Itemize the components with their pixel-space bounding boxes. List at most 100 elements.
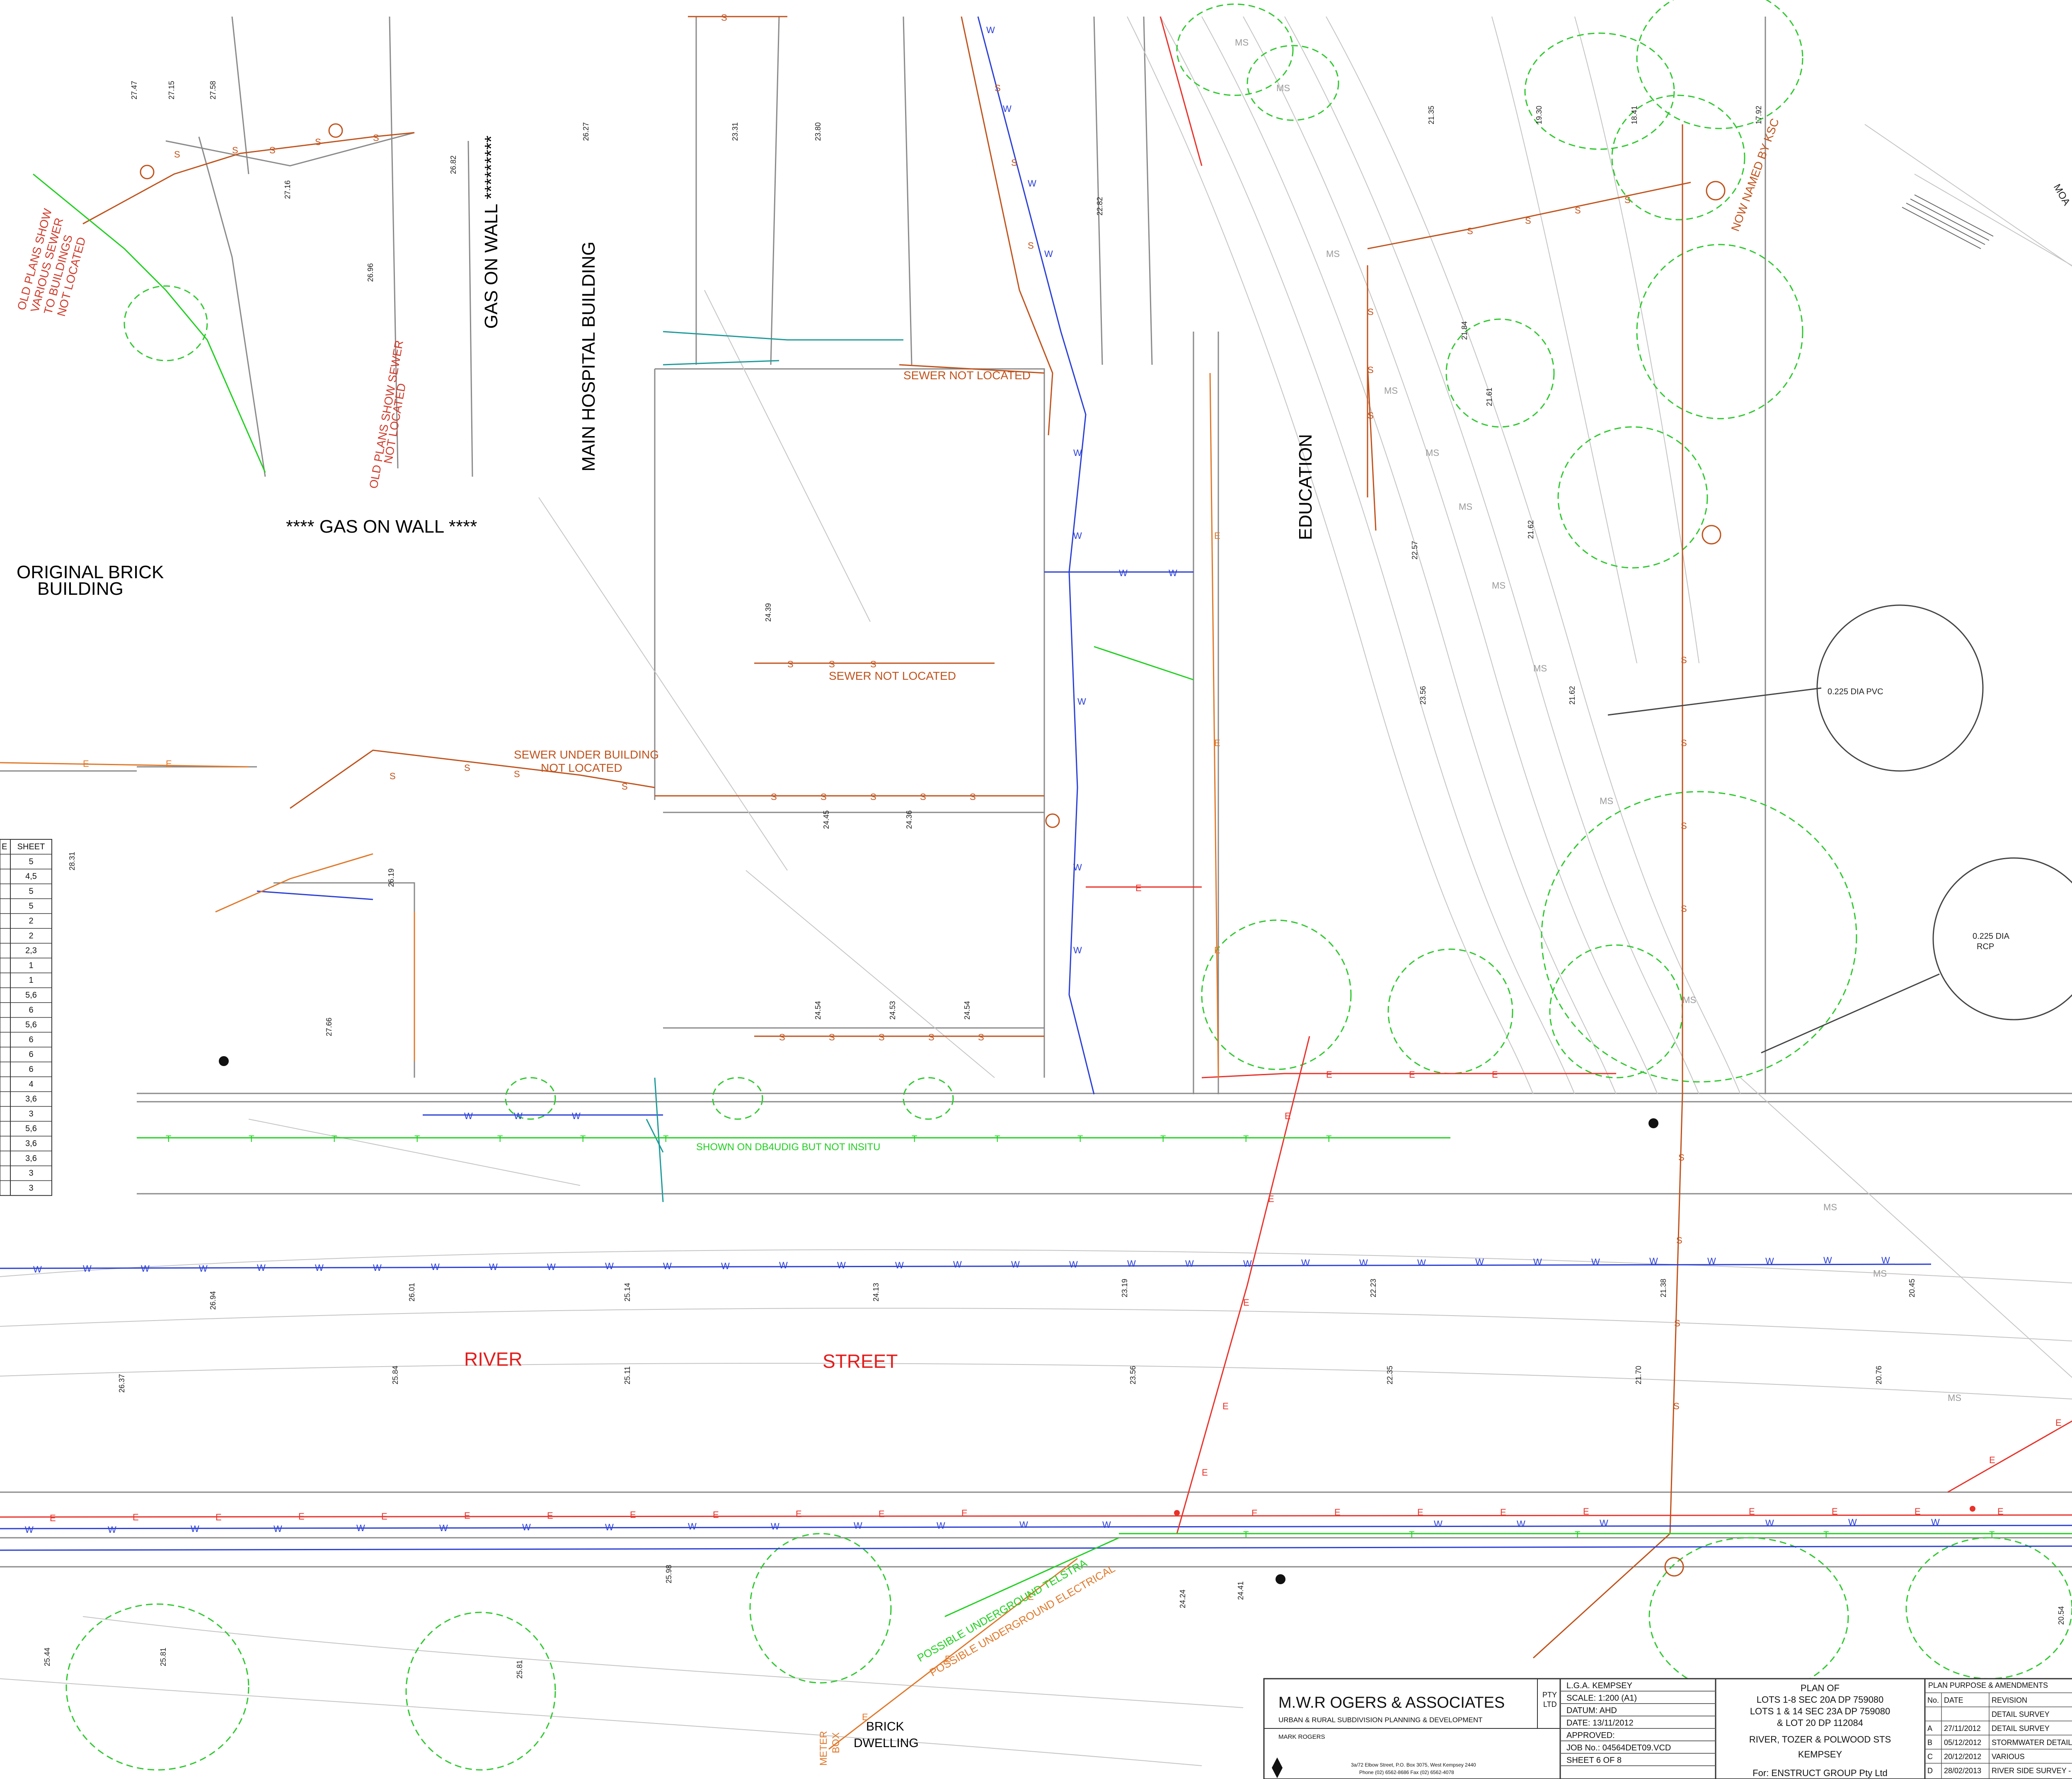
sheet-table-cell: 3,6 bbox=[25, 1095, 37, 1104]
svg-text:E: E bbox=[133, 1512, 139, 1522]
brick-dwelling-label-2: DWELLING bbox=[854, 1736, 919, 1750]
svg-text:T: T bbox=[1326, 1134, 1331, 1144]
svg-text:W: W bbox=[779, 1260, 788, 1270]
linework bbox=[0, 16, 2072, 1568]
svg-text:E: E bbox=[298, 1511, 305, 1522]
svg-text:S: S bbox=[920, 792, 926, 802]
svg-text:S: S bbox=[1681, 738, 1687, 748]
svg-text:T: T bbox=[995, 1134, 1000, 1144]
sheet-table-cell: 5,6 bbox=[25, 991, 37, 1000]
detail-circle-rcp: 0.225 DIA RCP bbox=[1761, 857, 2072, 1054]
svg-text:S: S bbox=[390, 771, 396, 781]
rcp-label-2: RCP bbox=[1977, 942, 1994, 951]
svg-text:23.80: 23.80 bbox=[814, 122, 822, 141]
svg-text:E: E bbox=[862, 1712, 868, 1722]
svg-text:S: S bbox=[928, 1032, 934, 1042]
svg-text:S: S bbox=[879, 1032, 885, 1042]
plan-description: PLAN OF LOTS 1-8 SEC 20A DP 759080 LOTS … bbox=[1749, 1683, 1891, 1778]
svg-text:W: W bbox=[1533, 1257, 1542, 1267]
svg-text:W: W bbox=[854, 1520, 862, 1531]
survey-level-text: 27.47 27.15 27.58 27.16 26.96 26.82 26.2… bbox=[43, 81, 2065, 1679]
svg-text:W: W bbox=[191, 1524, 199, 1534]
svg-text:MS: MS bbox=[1682, 995, 1696, 1005]
svg-text:24.53: 24.53 bbox=[888, 1001, 897, 1020]
svg-text:W: W bbox=[663, 1261, 672, 1271]
svg-text:E: E bbox=[1492, 1069, 1498, 1080]
svg-text:E: E bbox=[547, 1510, 553, 1521]
sheet-table-header-e: E bbox=[2, 842, 7, 851]
amendments-cell: 05/12/2012 bbox=[1944, 1738, 1981, 1747]
svg-text:S: S bbox=[269, 145, 276, 155]
svg-text:S: S bbox=[514, 769, 520, 779]
svg-text:E: E bbox=[961, 1508, 968, 1518]
amendments-cell: DETAIL SURVEY bbox=[1992, 1710, 2050, 1718]
svg-text:W: W bbox=[1044, 249, 1053, 259]
svg-text:W: W bbox=[1243, 1258, 1252, 1269]
sewer-under-building-line-1: SEWER UNDER BUILDING bbox=[514, 748, 659, 761]
tree-canopies bbox=[65, 0, 2072, 1771]
svg-text:26.27: 26.27 bbox=[582, 122, 590, 141]
svg-text:W: W bbox=[547, 1262, 556, 1272]
svg-text:W: W bbox=[1823, 1255, 1832, 1265]
svg-text:E: E bbox=[1214, 531, 1220, 541]
svg-text:W: W bbox=[83, 1263, 92, 1274]
svg-text:24.45: 24.45 bbox=[822, 810, 830, 829]
moa-hatch bbox=[1902, 194, 1994, 249]
brick-dwelling-label-1: BRICK bbox=[866, 1720, 904, 1733]
date-field: DATE: 13/11/2012 bbox=[1566, 1718, 1634, 1728]
svg-text:T: T bbox=[249, 1134, 254, 1144]
svg-text:S: S bbox=[970, 792, 976, 802]
north-arrow-icon bbox=[1272, 1757, 1283, 1778]
svg-text:W: W bbox=[1073, 448, 1082, 458]
svg-text:W: W bbox=[1301, 1258, 1310, 1268]
firm-ltd: LTD bbox=[1543, 1700, 1557, 1709]
underground-telstra-label: POSSIBLE UNDERGROUND TELSTRA bbox=[915, 1556, 1089, 1664]
svg-text:E: E bbox=[1500, 1507, 1506, 1517]
svg-text:W: W bbox=[1127, 1258, 1136, 1269]
svg-text:E: E bbox=[1285, 1111, 1291, 1121]
svg-text:S: S bbox=[464, 763, 470, 773]
svg-text:W: W bbox=[315, 1263, 324, 1273]
svg-text:20.54: 20.54 bbox=[2057, 1606, 2065, 1625]
svg-text:19.30: 19.30 bbox=[1535, 106, 1543, 124]
svg-text:W: W bbox=[1600, 1518, 1608, 1528]
pit-markers bbox=[140, 123, 1726, 1577]
pvc-label: 0.225 DIA PVC bbox=[1828, 687, 1883, 696]
svg-text:W: W bbox=[895, 1260, 904, 1270]
svg-text:21.61: 21.61 bbox=[1485, 388, 1493, 406]
svg-text:23.56: 23.56 bbox=[1419, 686, 1427, 705]
svg-text:W: W bbox=[464, 1111, 473, 1121]
svg-text:E: E bbox=[166, 759, 172, 769]
svg-text:W: W bbox=[837, 1260, 846, 1270]
firm-address: 3a/72 Elbow Street, P.O. Box 3075, West … bbox=[1351, 1762, 1476, 1768]
sewer-under-building-line-2: NOT LOCATED bbox=[541, 761, 622, 774]
sheet-table-cell: 6 bbox=[29, 1050, 33, 1059]
pipe-symbols: S S S S S S S S S S S S S S S S S S S S S S S S S S S S S S… bbox=[25, 12, 2062, 1722]
annotations: GAS ON WALL ********* **** GAS ON WALL *… bbox=[15, 116, 2072, 1766]
sheet-table-cell: 1 bbox=[29, 976, 33, 985]
svg-text:22.82: 22.82 bbox=[1096, 197, 1104, 216]
amendments-cell: RIVER SIDE SURVEY - FUEL STOR bbox=[1992, 1767, 2072, 1775]
svg-text:E: E bbox=[1997, 1506, 2004, 1517]
svg-text:MS: MS bbox=[1533, 663, 1547, 674]
svg-text:W: W bbox=[1359, 1258, 1368, 1268]
sheet-reference-table: E SHEET 5 4,5 5 5 2 2 2,3 1 1 5,6 6 5,6 6 6 6 4 3,6 3 5,6 3,6… bbox=[0, 839, 52, 1196]
svg-text:T: T bbox=[1077, 1134, 1083, 1144]
svg-text:W: W bbox=[1019, 1520, 1028, 1530]
sheet-table-cell: 2 bbox=[29, 931, 33, 940]
svg-text:W: W bbox=[688, 1521, 697, 1532]
amendments-cell: DETAIL SURVEY bbox=[1992, 1724, 2050, 1733]
svg-text:E: E bbox=[1409, 1069, 1415, 1080]
svg-text:E: E bbox=[381, 1511, 387, 1522]
svg-text:24.39: 24.39 bbox=[764, 603, 772, 622]
firm-name: M.W.R OGERS & ASSOCIATES bbox=[1278, 1694, 1505, 1711]
sheet-table-cell: 3 bbox=[29, 1183, 33, 1192]
sewer-lines bbox=[82, 16, 1691, 1659]
svg-text:MS: MS bbox=[1276, 83, 1290, 93]
svg-text:24.54: 24.54 bbox=[963, 1001, 971, 1020]
electric-orange-lines bbox=[0, 373, 1219, 1750]
amendments-cell: C bbox=[1927, 1752, 1933, 1761]
town-line: KEMPSEY bbox=[1798, 1749, 1842, 1760]
svg-text:E: E bbox=[1214, 738, 1220, 748]
